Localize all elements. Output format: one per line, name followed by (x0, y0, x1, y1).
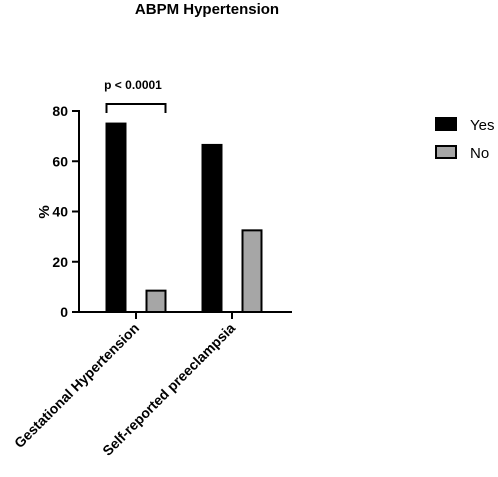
bar-yes (105, 122, 127, 313)
y-axis-label: % (36, 205, 53, 218)
legend-label-yes: Yes (470, 117, 494, 134)
y-tick-label: 0 (60, 304, 68, 320)
significance-annotation: p < 0.0001 (104, 78, 162, 92)
y-tick-label: 40 (52, 204, 68, 220)
y-tick-label: 20 (52, 254, 68, 270)
legend-label-no: No (470, 145, 489, 162)
bar-no (145, 289, 167, 313)
chart-title: ABPM Hypertension (135, 1, 279, 18)
legend-swatch-no (435, 145, 457, 159)
bar-yes (201, 143, 223, 313)
legend-swatch-yes (435, 117, 457, 131)
y-tick-label: 80 (52, 103, 68, 119)
significance-bracket (105, 103, 167, 113)
y-tick-label: 60 (52, 153, 68, 169)
bar-no (241, 229, 263, 313)
